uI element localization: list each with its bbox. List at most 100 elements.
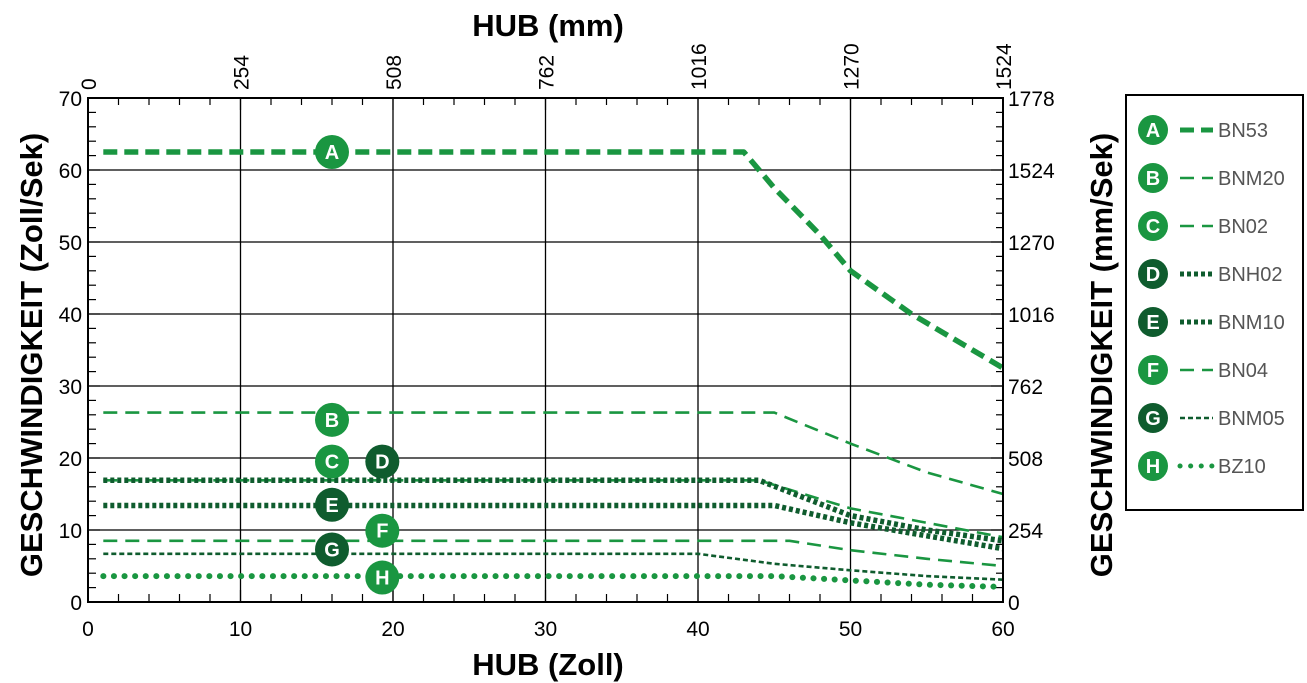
badge-label: C bbox=[325, 452, 339, 474]
legend-badge-circle bbox=[1138, 307, 1168, 337]
badge-circle bbox=[315, 402, 349, 437]
badge-label: D bbox=[375, 452, 389, 474]
badge-circle bbox=[365, 560, 400, 595]
badge-g: G bbox=[315, 532, 349, 567]
legend-badge-label: C bbox=[1146, 216, 1160, 238]
series-line-bn53 bbox=[103, 149, 1005, 371]
x2-tick-label: 1016 bbox=[688, 43, 711, 90]
series-line-bnm10 bbox=[103, 502, 1004, 552]
legend-item-bn02: C BN02 bbox=[1138, 211, 1268, 241]
x-tick-label: 30 bbox=[534, 618, 557, 641]
legend-badge-label: A bbox=[1146, 120, 1160, 142]
legend-badge-label: G bbox=[1145, 408, 1161, 430]
series-line-bn02 bbox=[103, 478, 1004, 539]
legend-badge-label: B bbox=[1146, 168, 1160, 190]
legend-badge-label: D bbox=[1146, 264, 1160, 286]
y-tick-label: 20 bbox=[59, 448, 82, 471]
x2-tick-label: 762 bbox=[536, 55, 559, 90]
badge-circle bbox=[315, 444, 349, 479]
legend-badge-circle bbox=[1138, 163, 1168, 193]
legend-item-bnm10: E BNM10 bbox=[1138, 307, 1285, 337]
legend-badge-label: F bbox=[1147, 360, 1159, 382]
badge-h: H bbox=[365, 560, 400, 595]
badge-circle bbox=[315, 487, 349, 522]
legend-label: BNM05 bbox=[1218, 408, 1285, 430]
badge-d: D bbox=[365, 444, 400, 479]
legend-item-bn53: A BN53 bbox=[1138, 115, 1268, 145]
y2-tick-label: 762 bbox=[1008, 376, 1043, 399]
x2-tick-label: 1524 bbox=[993, 43, 1016, 90]
legend: A BN53 B BNM20 C BN02 D BNH02 E BNM10 F BN04 G BNM05 H… bbox=[1125, 94, 1304, 511]
badge-b: B bbox=[315, 402, 349, 437]
legend-badge-circle bbox=[1138, 403, 1168, 433]
y2-tick-label: 1524 bbox=[1008, 160, 1055, 183]
badge-label: B bbox=[325, 410, 339, 432]
legend-badge-circle bbox=[1138, 259, 1168, 289]
x-tick-label: 50 bbox=[839, 618, 862, 641]
y-axis-title: GESCHWINDIGKEIT (Zoll/Sek) bbox=[14, 133, 49, 577]
badge-label: G bbox=[324, 539, 340, 561]
legend-badge-circle bbox=[1138, 355, 1168, 385]
badge-circle bbox=[315, 532, 349, 567]
grid bbox=[87, 97, 1004, 603]
x2-tick-label: 508 bbox=[383, 55, 406, 90]
legend-badge-label: H bbox=[1146, 456, 1160, 478]
y-tick-label: 10 bbox=[59, 520, 82, 543]
badge-label: H bbox=[375, 568, 389, 590]
x-tick-label: 60 bbox=[991, 618, 1014, 641]
badge-e: E bbox=[315, 487, 349, 522]
legend-item-bn04: F BN04 bbox=[1138, 355, 1268, 385]
legend-label: BN53 bbox=[1218, 120, 1268, 142]
plot-frame bbox=[87, 97, 1004, 603]
x2-axis-title: HUB (mm) bbox=[472, 8, 624, 43]
x-tick-label: 10 bbox=[229, 618, 252, 641]
y-tick-label: 50 bbox=[59, 232, 82, 255]
y2-axis-title: GESCHWINDIGKEIT (mm/Sek) bbox=[1084, 133, 1119, 577]
badge-label: F bbox=[376, 521, 388, 543]
y-tick-label: 60 bbox=[59, 160, 82, 183]
badge-f: F bbox=[365, 513, 400, 548]
series-line-bnm20 bbox=[103, 411, 1004, 496]
badge-c: C bbox=[315, 444, 349, 479]
x2-tick-label: 0 bbox=[78, 78, 101, 90]
x-tick-label: 0 bbox=[82, 618, 94, 641]
series-line-bnh02 bbox=[103, 477, 1004, 544]
legend-badge-label: E bbox=[1146, 312, 1159, 334]
legend-label: BNM20 bbox=[1218, 168, 1285, 190]
y2-tick-label: 508 bbox=[1008, 448, 1043, 471]
legend-box bbox=[1125, 94, 1304, 511]
y-tick-label: 0 bbox=[70, 592, 82, 615]
y2-tick-label: 0 bbox=[1008, 592, 1020, 615]
y-tick-label: 40 bbox=[59, 304, 82, 327]
badge-circle bbox=[365, 513, 400, 548]
badge-circle bbox=[315, 135, 349, 169]
x-axis-title: HUB (Zoll) bbox=[472, 647, 624, 682]
legend-item-bnh02: D BNH02 bbox=[1138, 259, 1282, 289]
legend-badge-circle bbox=[1138, 115, 1168, 145]
legend-label: BZ10 bbox=[1218, 456, 1266, 478]
y2-tick-label: 1270 bbox=[1008, 232, 1055, 255]
legend-item-bnm20: B BNM20 bbox=[1138, 163, 1285, 193]
badge-label: E bbox=[325, 495, 338, 517]
x2-tick-label: 254 bbox=[231, 55, 254, 90]
x-tick-label: 20 bbox=[381, 618, 404, 641]
legend-item-bz10: H BZ10 bbox=[1138, 451, 1266, 481]
badge-label: A bbox=[325, 142, 339, 164]
badge-a: A bbox=[315, 135, 349, 169]
legend-label: BNM10 bbox=[1218, 312, 1285, 334]
legend-badge-circle bbox=[1138, 451, 1168, 481]
series-line-bz10 bbox=[100, 573, 1006, 590]
x2-tick-label: 1270 bbox=[841, 43, 864, 90]
y2-tick-label: 254 bbox=[1008, 520, 1043, 543]
badge-circle bbox=[365, 444, 400, 479]
legend-label: BN02 bbox=[1218, 216, 1268, 238]
legend-item-bnm05: G BNM05 bbox=[1138, 403, 1285, 433]
y-tick-label: 30 bbox=[59, 376, 82, 399]
legend-label: BNH02 bbox=[1218, 264, 1282, 286]
y-tick-label: 70 bbox=[59, 88, 82, 111]
y2-tick-label: 1016 bbox=[1008, 304, 1055, 327]
legend-label: BN04 bbox=[1218, 360, 1268, 382]
legend-badge-circle bbox=[1138, 211, 1168, 241]
